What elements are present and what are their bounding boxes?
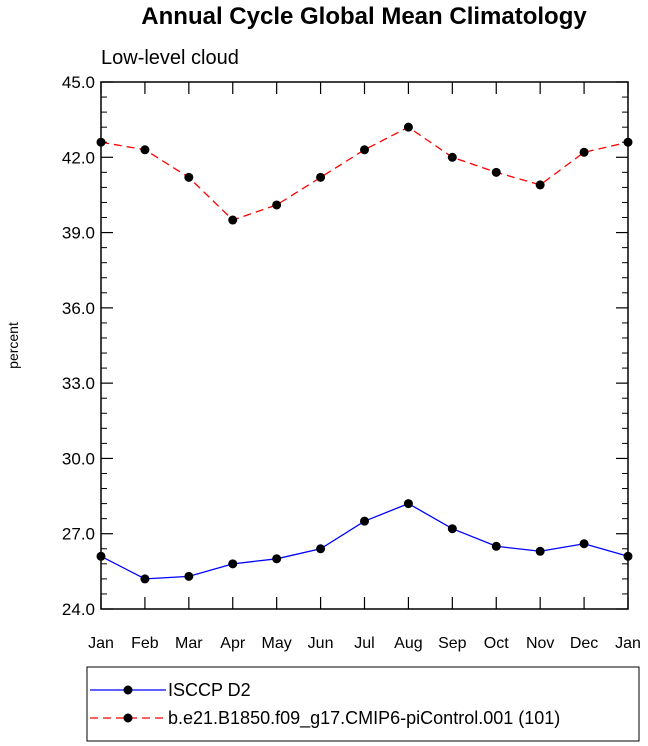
x-tick-label: Sep — [438, 635, 467, 652]
chart-title: Annual Cycle Global Mean Climatology — [141, 3, 587, 30]
data-point — [360, 145, 369, 155]
data-point — [184, 172, 194, 182]
x-tick-label: Aug — [394, 635, 422, 652]
data-point — [228, 559, 238, 569]
plot-series — [96, 122, 633, 584]
data-point — [491, 541, 501, 551]
axis-ticks: 24.0 27.0 30.0 33.0 36.0 39.0 42.0 45.0 Jan Feb Ma… — [62, 73, 641, 652]
y-tick-label: 39.0 — [62, 224, 95, 243]
data-point — [140, 145, 150, 155]
legend-entry-label: b.e21.B1850.f09_g17.CMIP6-piControl.001 … — [168, 708, 560, 729]
legend-swatch-marker — [123, 685, 133, 695]
legend-swatch-marker — [123, 713, 133, 723]
x-tick-label: Jan — [88, 635, 114, 652]
x-tick-label: Jun — [308, 635, 334, 652]
legend-box — [86, 666, 640, 742]
x-tick-label: Jul — [354, 635, 374, 652]
data-point — [272, 200, 282, 210]
data-point — [579, 539, 589, 549]
data-point — [96, 137, 106, 147]
x-tick-label: Mar — [175, 635, 203, 652]
y-tick-label: 30.0 — [62, 449, 95, 468]
data-point — [272, 554, 282, 564]
data-point — [447, 524, 457, 534]
x-tick-label: May — [262, 635, 292, 652]
data-point — [579, 147, 589, 157]
y-tick-label: 45.0 — [62, 73, 95, 92]
data-point — [403, 122, 413, 132]
data-point — [96, 551, 106, 561]
plot-frame — [100, 81, 629, 610]
series-line-1 — [100, 126, 629, 221]
data-point — [403, 499, 413, 509]
x-tick-label: Apr — [220, 635, 246, 652]
data-point — [140, 574, 150, 584]
x-tick-label: Feb — [131, 635, 159, 652]
data-point — [184, 571, 194, 581]
data-point — [228, 215, 238, 225]
x-tick-label: Dec — [570, 635, 598, 652]
legend: ISCCP D2 b.e21.B1850.f09_g17.CMIP6-piCont… — [90, 680, 560, 729]
y-tick-label: 42.0 — [62, 148, 95, 167]
y-axis-label: percent — [5, 322, 21, 369]
data-point — [623, 551, 633, 561]
chart-subtitle: Low-level cloud — [101, 47, 239, 69]
legend-entry-label: ISCCP D2 — [168, 680, 251, 700]
y-tick-label: 33.0 — [62, 374, 95, 393]
data-point — [447, 152, 457, 162]
series-line-0 — [100, 502, 629, 580]
y-tick-label: 24.0 — [62, 600, 95, 619]
data-point — [316, 172, 326, 182]
data-point — [491, 167, 501, 177]
data-point — [535, 546, 545, 556]
data-point — [623, 137, 633, 147]
data-point — [316, 544, 326, 554]
x-tick-label: Oct — [484, 635, 509, 652]
y-tick-label: 36.0 — [62, 299, 95, 318]
data-point — [535, 180, 545, 190]
data-point — [360, 516, 369, 526]
x-tick-label: Nov — [526, 635, 554, 652]
y-tick-label: 27.0 — [62, 525, 95, 544]
x-tick-label: Jan — [615, 635, 641, 652]
